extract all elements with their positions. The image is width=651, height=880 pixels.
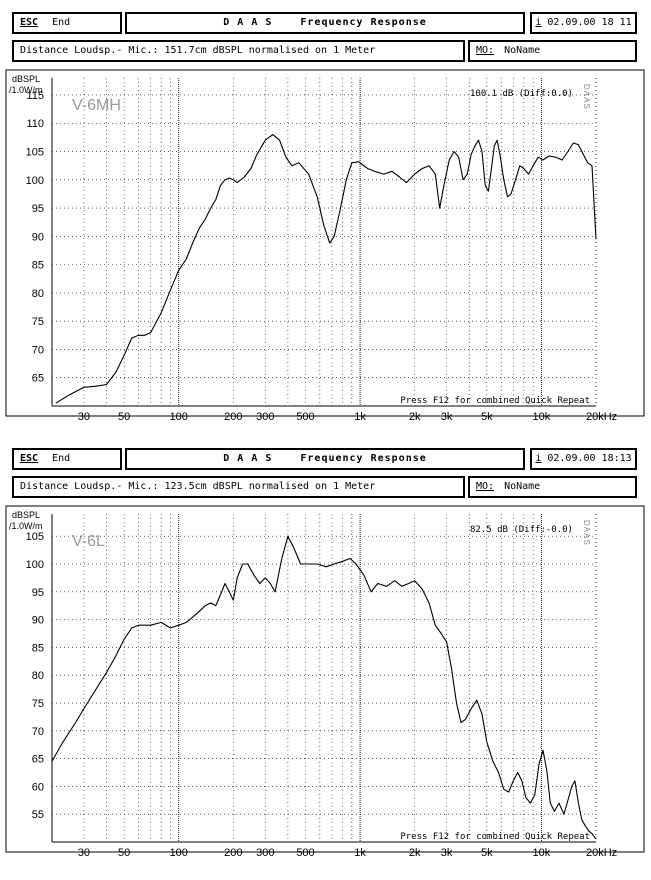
y-tick-label: 75	[32, 698, 44, 710]
datetime-box: i 02.09.00 18 11	[530, 12, 637, 34]
x-tick-label: 2k	[409, 411, 421, 423]
side-label: DAAS	[582, 84, 591, 110]
esc-button[interactable]: ESC	[20, 17, 39, 28]
y-tick-label: 55	[32, 809, 44, 821]
end-button[interactable]: End	[52, 17, 71, 28]
y-tick-label: 95	[32, 587, 44, 599]
y-tick-label: 80	[32, 288, 44, 300]
datetime: 02.09.00 18 11	[547, 17, 632, 28]
y-tick-label: 100	[26, 175, 44, 187]
y-tick-label: 85	[32, 642, 44, 654]
x-tick-label: 30	[78, 847, 90, 859]
x-tick-label: 500	[296, 847, 314, 859]
y-tick-label: 115	[26, 90, 44, 102]
distance-info: Distance Loudsp.- Mic.: 123.5cm dBSPL no…	[20, 481, 376, 492]
series-label: V-6MH	[72, 97, 121, 114]
frequency-response-panel: ESC End D A A S Frequency Response i 02.…	[0, 436, 651, 868]
y-tick-label: 65	[32, 754, 44, 766]
x-tick-label: 200	[224, 847, 242, 859]
app-name: D A A S	[223, 17, 273, 28]
y-axis-unit: /1.0W/m	[9, 85, 43, 95]
info-button[interactable]: i	[535, 17, 542, 28]
frequency-response-chart: 65 70 75 80 85 90 95 100 105 110 115 dBSPL/1.0W/m 30…	[5, 69, 645, 423]
nav-box: ESC End	[12, 448, 122, 470]
x-tick-label: 10k	[533, 411, 551, 423]
x-tick-label: 100	[170, 411, 188, 423]
quick-repeat-hint: Press F12 for combined Quick Repeat	[400, 832, 590, 842]
mo-label[interactable]: MO:	[476, 481, 495, 492]
app-name: D A A S	[223, 453, 273, 464]
y-tick-label: 95	[32, 203, 44, 215]
x-tick-label: 3k	[441, 847, 453, 859]
y-tick-label: 70	[32, 726, 44, 738]
x-tick-label: 50	[118, 411, 130, 423]
measurement-info: Distance Loudsp.- Mic.: 151.7cm dBSPL no…	[12, 40, 465, 62]
x-tick-label: 3k	[441, 411, 453, 423]
frequency-response-panel: ESC End D A A S Frequency Response i 02.…	[0, 0, 651, 432]
info-button[interactable]: i	[535, 453, 542, 464]
frequency-response-chart: 55 60 65 70 75 80 85 90 95 100 105 dBSPL/1.0W/m 30 50…	[5, 505, 645, 859]
model-box: MO: NoName	[468, 476, 637, 498]
x-tick-label: 1k	[354, 847, 366, 859]
x-tick-label: 2k	[409, 847, 421, 859]
x-tick-label: 1k	[354, 411, 366, 423]
level-reading: 82.5 dB (Diff:-0.0)	[470, 525, 573, 535]
measurement-info: Distance Loudsp.- Mic.: 123.5cm dBSPL no…	[12, 476, 465, 498]
y-tick-label: 100	[26, 559, 44, 571]
window-title: D A A S Frequency Response	[125, 448, 525, 470]
model-box: MO: NoName	[468, 40, 637, 62]
x-tick-label: 20kHz	[586, 411, 617, 423]
quick-repeat-hint: Press F12 for combined Quick Repeat	[400, 396, 590, 406]
window-title-text: Frequency Response	[300, 17, 427, 28]
y-tick-label: 60	[32, 781, 44, 793]
y-axis-label: dBSPL	[12, 510, 40, 520]
mo-label[interactable]: MO:	[476, 45, 495, 56]
chart-frame	[5, 505, 645, 853]
x-tick-label: 30	[78, 411, 90, 423]
y-tick-label: 75	[32, 316, 44, 328]
y-tick-label: 90	[32, 231, 44, 243]
x-tick-label: 100	[170, 847, 188, 859]
window-title-text: Frequency Response	[300, 453, 427, 464]
nav-box: ESC End	[12, 12, 122, 34]
x-tick-label: 500	[296, 411, 314, 423]
distance-info: Distance Loudsp.- Mic.: 151.7cm dBSPL no…	[20, 45, 376, 56]
y-tick-label: 90	[32, 615, 44, 627]
y-tick-label: 110	[26, 118, 44, 130]
y-tick-label: 105	[26, 531, 44, 543]
x-tick-label: 300	[256, 411, 274, 423]
chart-frame	[5, 69, 645, 417]
side-label: DAAS	[582, 520, 591, 546]
series-label: V-6L	[72, 533, 105, 550]
frequency-response-curve	[55, 134, 597, 404]
x-tick-label: 5k	[481, 847, 493, 859]
x-tick-label: 5k	[481, 411, 493, 423]
y-tick-label: 85	[32, 260, 44, 272]
x-tick-label: 50	[118, 847, 130, 859]
y-tick-label: 105	[26, 147, 44, 159]
y-tick-label: 80	[32, 670, 44, 682]
level-reading: 100.1 dB (Diff:0.0)	[470, 89, 573, 99]
y-tick-label: 65	[32, 373, 44, 385]
grid	[51, 514, 597, 842]
y-tick-label: 70	[32, 344, 44, 356]
grid	[51, 78, 597, 406]
window-title: D A A S Frequency Response	[125, 12, 525, 34]
end-button[interactable]: End	[52, 453, 71, 464]
x-tick-label: 20kHz	[586, 847, 617, 859]
datetime: 02.09.00 18:13	[547, 453, 632, 464]
esc-button[interactable]: ESC	[20, 453, 39, 464]
frequency-response-curve	[51, 535, 597, 840]
model-name: NoName	[504, 481, 541, 492]
x-tick-label: 300	[256, 847, 274, 859]
x-tick-label: 10k	[533, 847, 551, 859]
datetime-box: i 02.09.00 18:13	[530, 448, 637, 470]
model-name: NoName	[504, 45, 541, 56]
y-axis-label: dBSPL	[12, 74, 40, 84]
y-axis-unit: /1.0W/m	[9, 521, 43, 531]
x-tick-label: 200	[224, 411, 242, 423]
